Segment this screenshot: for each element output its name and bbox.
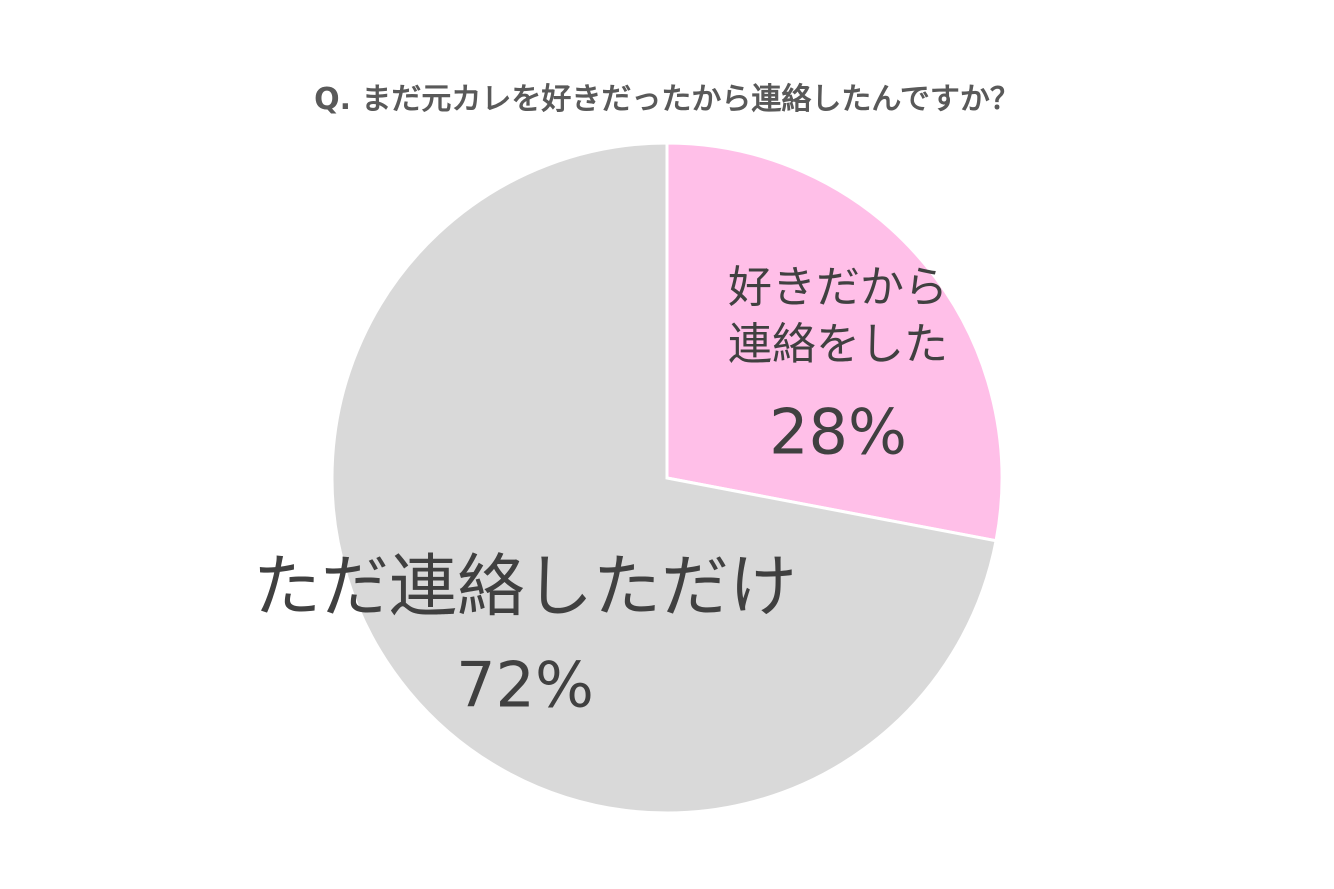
slice-label: ただ連絡しただけ (252, 547, 798, 627)
slice-label: 好きだから 連絡をした (728, 261, 948, 370)
value-label: 72% (456, 648, 594, 722)
value-label: 28% (769, 395, 907, 469)
pie-slice (665, 141, 1004, 543)
pie-slice (330, 141, 998, 815)
chart-title: Q. まだ元カレを好きだったから連絡したんですか？ (314, 82, 1020, 117)
